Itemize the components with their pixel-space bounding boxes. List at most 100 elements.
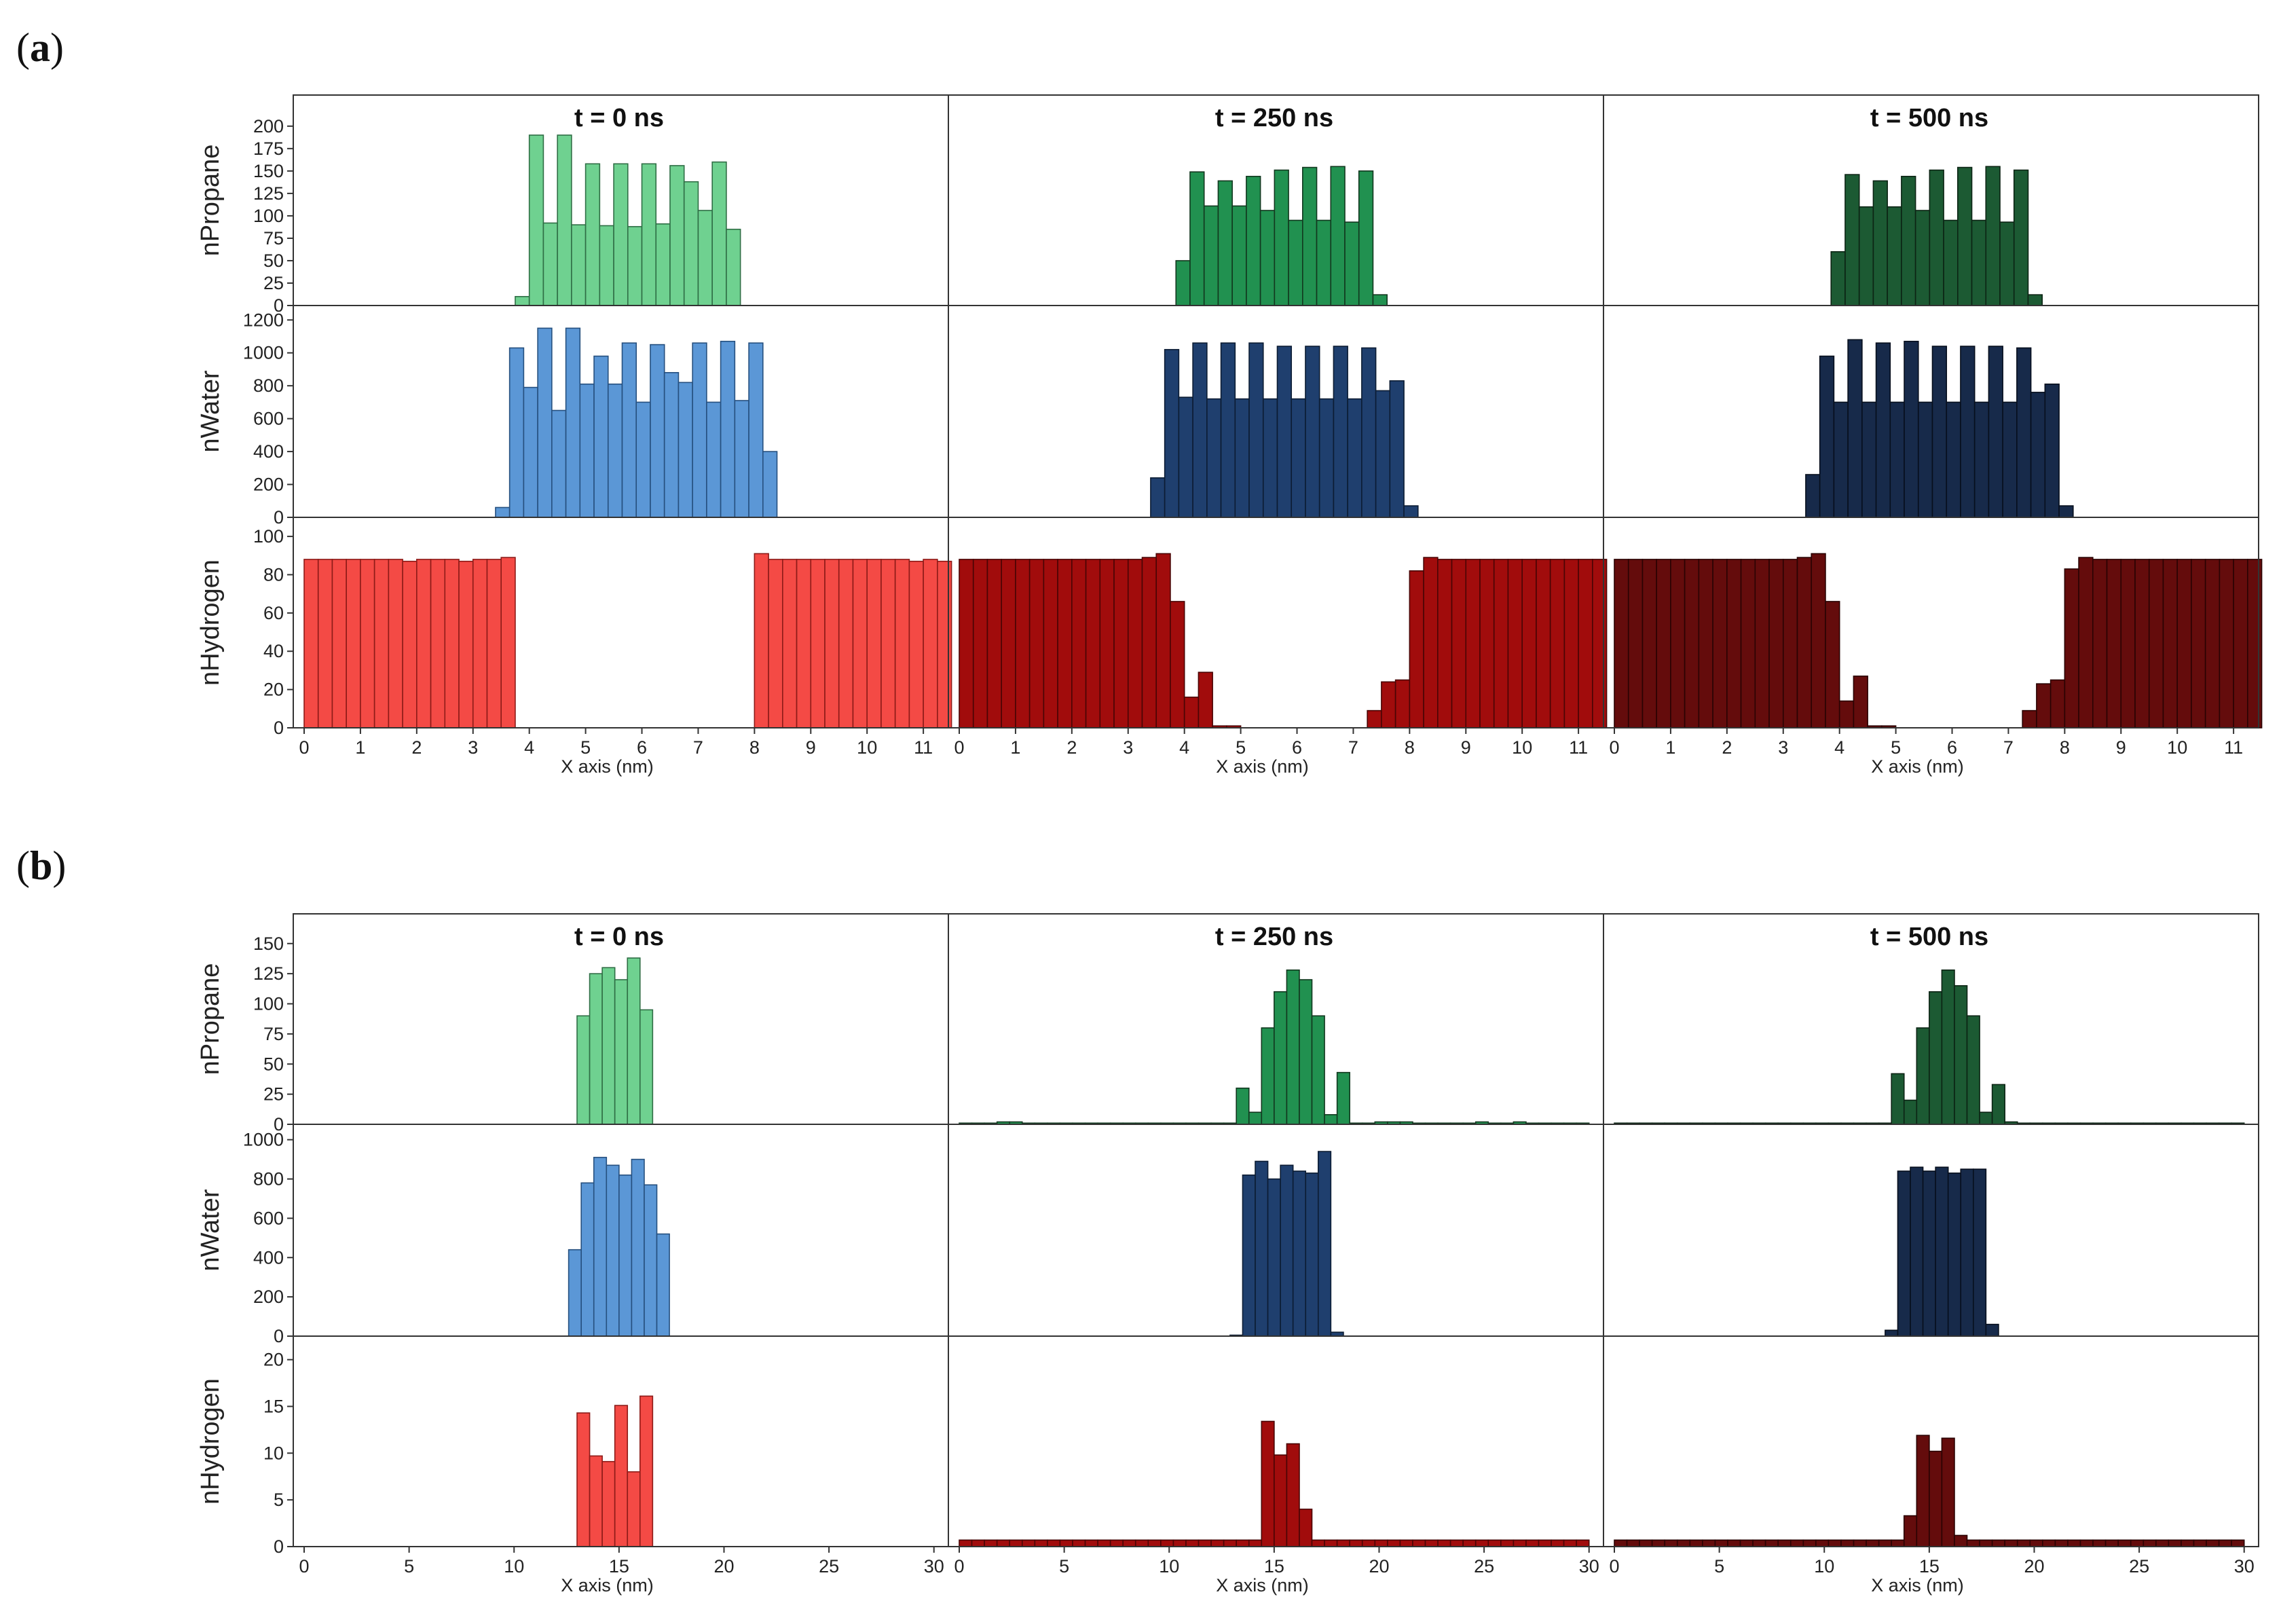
panel-b-water-col-0-bar-7 bbox=[656, 1233, 670, 1337]
panel-a-col-1-xtick-label-8: 8 bbox=[1405, 737, 1415, 758]
panel-b-col-2-xtick-label-2: 10 bbox=[1814, 1556, 1834, 1576]
panel-b-hydrogen-col-1-bar-3 bbox=[996, 1539, 1011, 1547]
panel-b-row-2-ytick-label-4: 20 bbox=[263, 1350, 284, 1370]
panel-b-hydrogen-col-2-bar-8 bbox=[1714, 1539, 1728, 1547]
panel-b-propane-col-1-bar-28 bbox=[1311, 1015, 1325, 1125]
panel-b-hydrogen-col-2-bar-17 bbox=[1828, 1539, 1842, 1547]
panel-b-propane-col-1-bar-25 bbox=[1274, 991, 1288, 1125]
panel-a-hydrogen-col-1-bar-16 bbox=[1183, 697, 1200, 728]
panel-a-hydrogen-col-0-bar-1 bbox=[317, 559, 333, 728]
panel-a-hydrogen-col-1-bar-13 bbox=[1141, 557, 1157, 728]
panel-a-hydrogen-col-0-bar-6 bbox=[388, 559, 403, 728]
panel-a-hydrogen-col-0-bar-9 bbox=[430, 559, 446, 728]
panel-a-hydrogen-col-0-bar-4 bbox=[360, 559, 375, 728]
panel-b-hydrogen-col-2-bar-33 bbox=[2029, 1539, 2043, 1547]
panel-a-water-col-0-bar-5 bbox=[565, 327, 581, 518]
panel-a-hydrogen-col-2-bar-44 bbox=[2233, 559, 2248, 728]
panel-a-hydrogen-col-2-bar-35 bbox=[2106, 559, 2122, 728]
panel-a-water-col-0-bar-19 bbox=[762, 451, 778, 518]
panel-a-hydrogen-col-2-bar-10 bbox=[1754, 559, 1770, 728]
panel-b-col-2-title: t = 500 ns bbox=[1870, 923, 1988, 951]
panel-a-col-0-xtick-label-11: 11 bbox=[914, 737, 933, 758]
panel-a-water-col-0-bar-10 bbox=[635, 401, 651, 518]
panel-a-propane-col-1-bar-7 bbox=[1274, 169, 1289, 306]
panel-a-hydrogen-col-0-bar-40 bbox=[866, 559, 882, 728]
panel-b-hydrogen-col-2-bar-16 bbox=[1815, 1539, 1830, 1547]
panel-b-row-1-ytick-label-1: 200 bbox=[253, 1287, 284, 1307]
panel-b-hydrogen-col-2-bar-10 bbox=[1739, 1539, 1754, 1547]
panel-a-hydrogen-col-0-bar-12 bbox=[472, 559, 488, 728]
panel-a-hydrogen-col-2-bar-7 bbox=[1712, 559, 1728, 728]
panel-b-row-1-ytick-label-3: 600 bbox=[253, 1208, 284, 1228]
panel-b-col-1-xtick-label-0: 0 bbox=[954, 1556, 964, 1576]
panel-a-col-2-xtick-label-5: 5 bbox=[1891, 737, 1901, 758]
panel-b-col-2-xtick-label-3: 15 bbox=[1919, 1556, 1940, 1576]
panel-a-hydrogen-col-1-bar-32 bbox=[1409, 570, 1424, 728]
panel-a-water-col-0-bar-17 bbox=[734, 400, 749, 518]
panel-b-row-0-ytick-label-5: 125 bbox=[253, 963, 284, 984]
panel-b-row-0-ytick-label-6: 150 bbox=[253, 934, 284, 954]
panel-b-water-col-2-bar-3 bbox=[1922, 1170, 1936, 1337]
panel-a-propane-col-2-bar-11 bbox=[1985, 166, 2001, 306]
panel-a-propane-col-1-bar-8 bbox=[1288, 219, 1303, 306]
panel-b-water-col-2-bar-1 bbox=[1897, 1170, 1911, 1337]
panel-a-row-2-col-2-frame bbox=[1603, 517, 2259, 728]
panel-b-hydrogen-col-2-bar-15 bbox=[1802, 1539, 1817, 1547]
panel-a-hydrogen-col-1-bar-15 bbox=[1170, 601, 1185, 728]
panel-a-propane-col-0-bar-14 bbox=[711, 161, 727, 306]
panel-b-propane-col-2-bar-24 bbox=[1916, 1027, 1930, 1125]
panel-b-hydrogen-col-1-bar-4 bbox=[1009, 1539, 1023, 1547]
panel-a-col-0-xtick-label-3: 3 bbox=[468, 737, 478, 758]
panel-a-hydrogen-col-0-bar-33 bbox=[768, 559, 783, 728]
panel-b-row-1-ytick-label-4: 800 bbox=[253, 1169, 284, 1189]
panel-b-hydrogen-col-2-bar-49 bbox=[2231, 1539, 2245, 1547]
panel-a-water-col-2-bar-12 bbox=[1973, 401, 1990, 518]
panel-a-hydrogen-col-1-bar-11 bbox=[1113, 559, 1129, 728]
panel-b-hydrogen-col-1-bar-7 bbox=[1047, 1539, 1061, 1547]
panel-b-hydrogen-col-2-bar-3 bbox=[1651, 1539, 1666, 1547]
panel-a-hydrogen-col-2-bar-2 bbox=[1642, 559, 1657, 728]
panel-a-hydrogen-col-2-bar-12 bbox=[1782, 559, 1798, 728]
panel-a-hydrogen-col-1-bar-2 bbox=[986, 559, 1002, 728]
panel-b-hydrogen-col-2-bar-42 bbox=[2143, 1539, 2157, 1547]
panel-a-water-col-0-bar-0 bbox=[495, 506, 511, 518]
panel-a-water-col-2-bar-13 bbox=[1988, 346, 2003, 518]
panel-b-col-0-title: t = 0 ns bbox=[574, 923, 664, 951]
panel-a-row-0-ytick-label-5: 125 bbox=[253, 183, 284, 204]
panel-a-water-col-1-bar-1 bbox=[1164, 349, 1180, 518]
panel-a-col-2-xtick-label-11: 11 bbox=[2224, 737, 2243, 758]
panel-a-propane-col-2-bar-3 bbox=[1872, 180, 1888, 306]
panel-a-hydrogen-col-2-bar-0 bbox=[1614, 559, 1629, 728]
panel-a-row-0-ytick-label-2: 50 bbox=[263, 251, 284, 271]
panel-a-water-col-2-bar-8 bbox=[1917, 401, 1933, 518]
panel-a-propane-col-2-bar-4 bbox=[1887, 206, 1902, 306]
panel-b-hydrogen-col-2-bar-43 bbox=[2155, 1539, 2170, 1547]
panel-a-row-1-ytick-label-3: 600 bbox=[253, 409, 284, 429]
panel-a-col-1-xtick-label-6: 6 bbox=[1292, 737, 1302, 758]
panel-b-propane-col-1-bar-22 bbox=[1236, 1087, 1250, 1125]
panel-a-hydrogen-col-1-bar-17 bbox=[1198, 671, 1213, 728]
panel-a-water-col-2-bar-16 bbox=[2030, 392, 2046, 518]
panel-b-hydrogen-col-2-bar-22 bbox=[1891, 1539, 1905, 1547]
panel-b-col-0-xlabel: X axis (nm) bbox=[561, 1575, 654, 1595]
panel-a-col-1-xtick-label-10: 10 bbox=[1512, 737, 1532, 758]
panel-a-hydrogen-col-1-bar-39 bbox=[1507, 559, 1523, 728]
panel-b-hydrogen-col-1-bar-8 bbox=[1059, 1539, 1073, 1547]
panel-a-water-col-2-bar-15 bbox=[2016, 347, 2032, 518]
panel-b-col-1-xtick-label-5: 25 bbox=[1474, 1556, 1494, 1576]
panel-a-propane-col-0-bar-0 bbox=[515, 295, 530, 306]
panel-b-hydrogen-col-1-bar-23 bbox=[1248, 1539, 1263, 1547]
panel-b-hydrogen-col-2-bar-35 bbox=[2054, 1539, 2069, 1547]
panel-b-water-col-0-bar-5 bbox=[631, 1158, 645, 1337]
panel-a-hydrogen-col-2-bar-13 bbox=[1796, 557, 1813, 728]
panel-b-row-0-ytick-label-2: 50 bbox=[263, 1054, 284, 1074]
panel-a-propane-col-2-bar-5 bbox=[1901, 175, 1916, 306]
panel-a-hydrogen-col-2-bar-34 bbox=[2092, 559, 2108, 728]
panel-b-hydrogen-col-2-bar-21 bbox=[1878, 1539, 1892, 1547]
panel-b-hydrogen-col-1-bar-27 bbox=[1299, 1509, 1313, 1547]
panel-a-propane-col-0-bar-9 bbox=[641, 163, 657, 306]
panel-a-water-col-2-bar-7 bbox=[1904, 340, 1919, 518]
panel-a-hydrogen-col-0-bar-11 bbox=[458, 560, 474, 728]
panel-b-water-col-1-bar-7 bbox=[1318, 1151, 1332, 1337]
